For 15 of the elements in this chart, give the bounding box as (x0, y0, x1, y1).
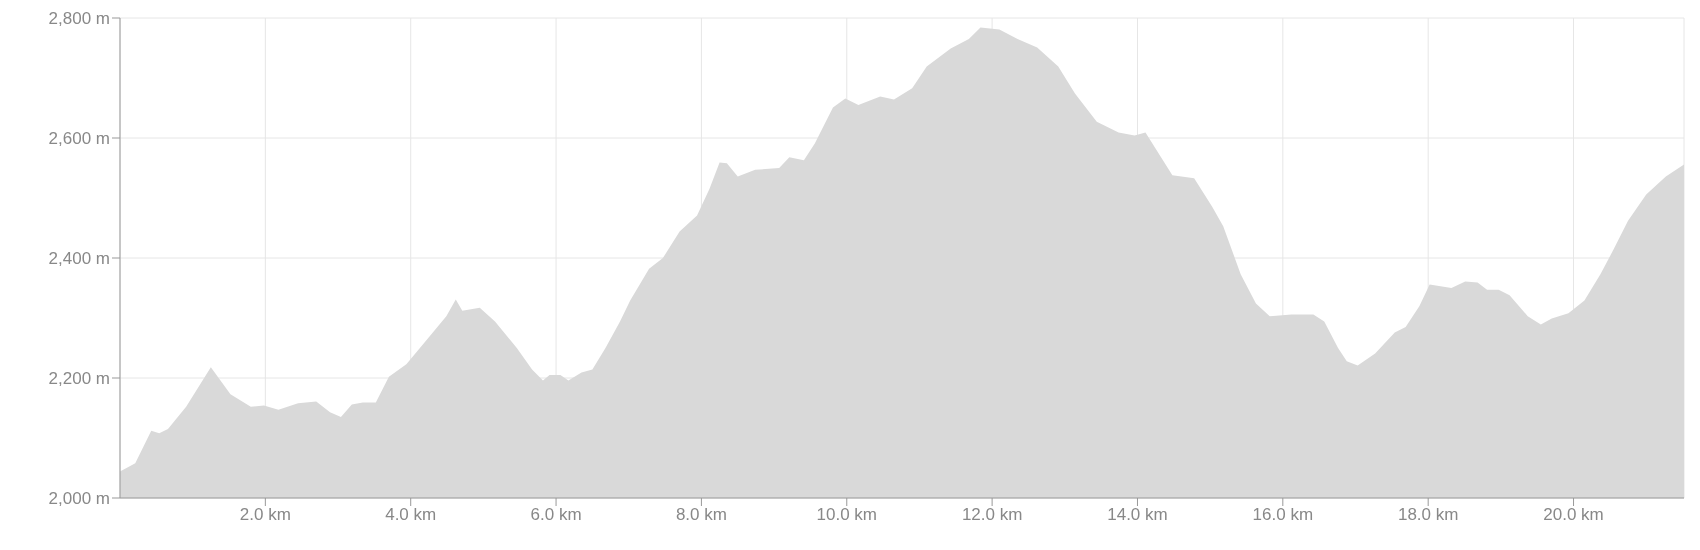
x-tick-label: 18.0 km (1397, 505, 1459, 525)
x-tick-label: 6.0 km (530, 505, 582, 525)
x-tick-label: 16.0 km (1252, 505, 1314, 525)
y-tick-label: 2,600 m (48, 129, 110, 149)
x-tick-label: 20.0 km (1543, 505, 1604, 525)
x-tick-label: 4.0 km (385, 505, 437, 525)
x-tick-label: 14.0 km (1107, 505, 1168, 525)
y-tick-label: 2,200 m (48, 369, 110, 389)
y-tick-label: 2,800 m (48, 9, 110, 29)
x-tick-label: 2.0 km (239, 505, 291, 525)
y-tick-label: 2,000 m (48, 489, 110, 509)
x-tick-label: 10.0 km (816, 505, 878, 525)
x-tick-label: 8.0 km (675, 505, 727, 525)
y-tick-label: 2,400 m (48, 249, 110, 269)
x-tick-label: 12.0 km (961, 505, 1023, 525)
